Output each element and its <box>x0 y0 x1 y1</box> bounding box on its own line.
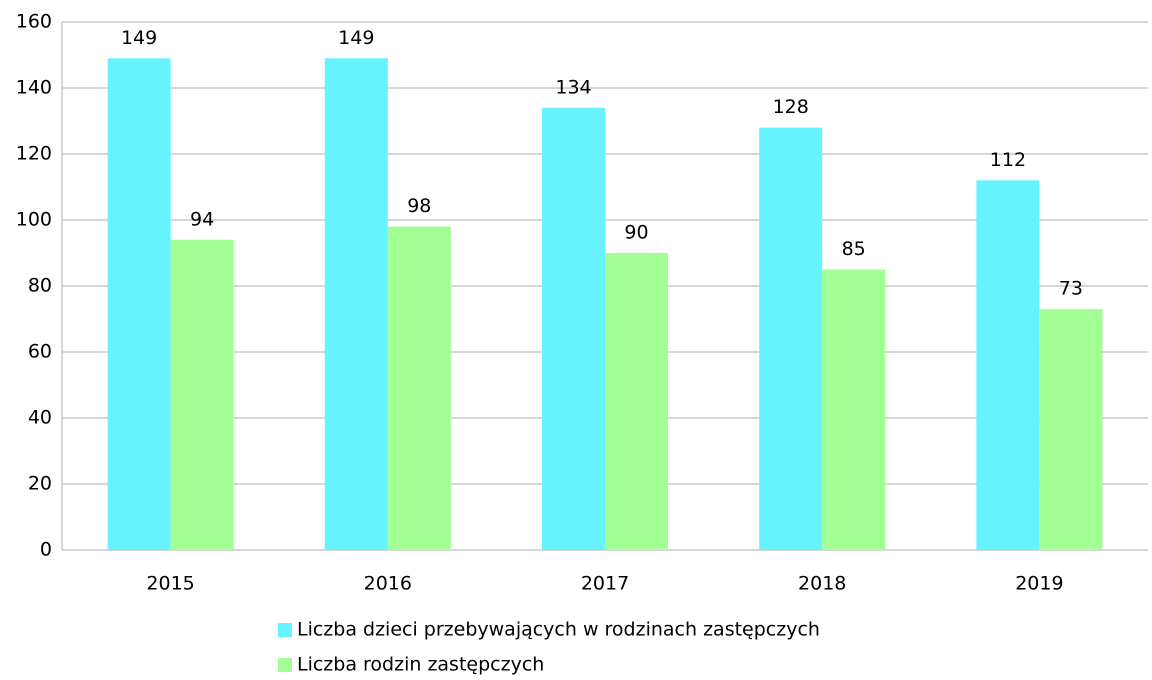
x-tick-label: 2018 <box>798 573 846 595</box>
legend-swatch <box>278 623 292 637</box>
y-tick-label: 40 <box>28 407 52 429</box>
bar <box>759 127 823 550</box>
y-tick-label: 140 <box>16 77 52 99</box>
y-tick-label: 120 <box>16 143 52 165</box>
y-tick-label: 80 <box>28 275 52 297</box>
x-tick-label: 2016 <box>364 573 412 595</box>
y-tick-label: 20 <box>28 473 52 495</box>
data-label: 149 <box>338 27 374 49</box>
legend-label: Liczba dzieci przebywających w rodzinach… <box>297 619 820 641</box>
data-label: 73 <box>1059 278 1083 300</box>
bar <box>387 226 451 550</box>
x-tick-label: 2019 <box>1015 573 1063 595</box>
data-label: 98 <box>407 195 431 217</box>
x-tick-label: 2017 <box>581 573 629 595</box>
bar <box>1039 309 1103 550</box>
data-label: 85 <box>842 238 866 260</box>
bar <box>170 239 234 551</box>
bar <box>605 253 668 550</box>
bar <box>976 180 1040 550</box>
y-tick-label: 160 <box>16 11 52 33</box>
bar <box>822 269 886 550</box>
y-tick-label: 60 <box>28 341 52 363</box>
data-label: 134 <box>555 76 591 98</box>
bar <box>107 58 171 551</box>
legend-label: Liczba rodzin zastępczych <box>297 654 544 676</box>
data-label: 90 <box>624 222 648 244</box>
x-tick-label: 2015 <box>146 573 194 595</box>
data-label: 112 <box>990 149 1026 171</box>
y-tick-label: 100 <box>16 209 52 231</box>
legend-swatch <box>278 658 292 672</box>
bar <box>542 107 605 551</box>
data-label: 128 <box>773 96 809 118</box>
data-label: 94 <box>190 208 214 230</box>
y-tick-label: 0 <box>40 539 52 561</box>
bar <box>324 58 388 551</box>
data-label: 149 <box>121 27 157 49</box>
